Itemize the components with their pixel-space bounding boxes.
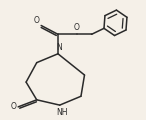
Text: O: O [74, 23, 79, 32]
Text: O: O [10, 102, 16, 111]
Text: O: O [33, 16, 39, 25]
Text: N: N [56, 43, 62, 52]
Text: NH: NH [57, 108, 68, 117]
